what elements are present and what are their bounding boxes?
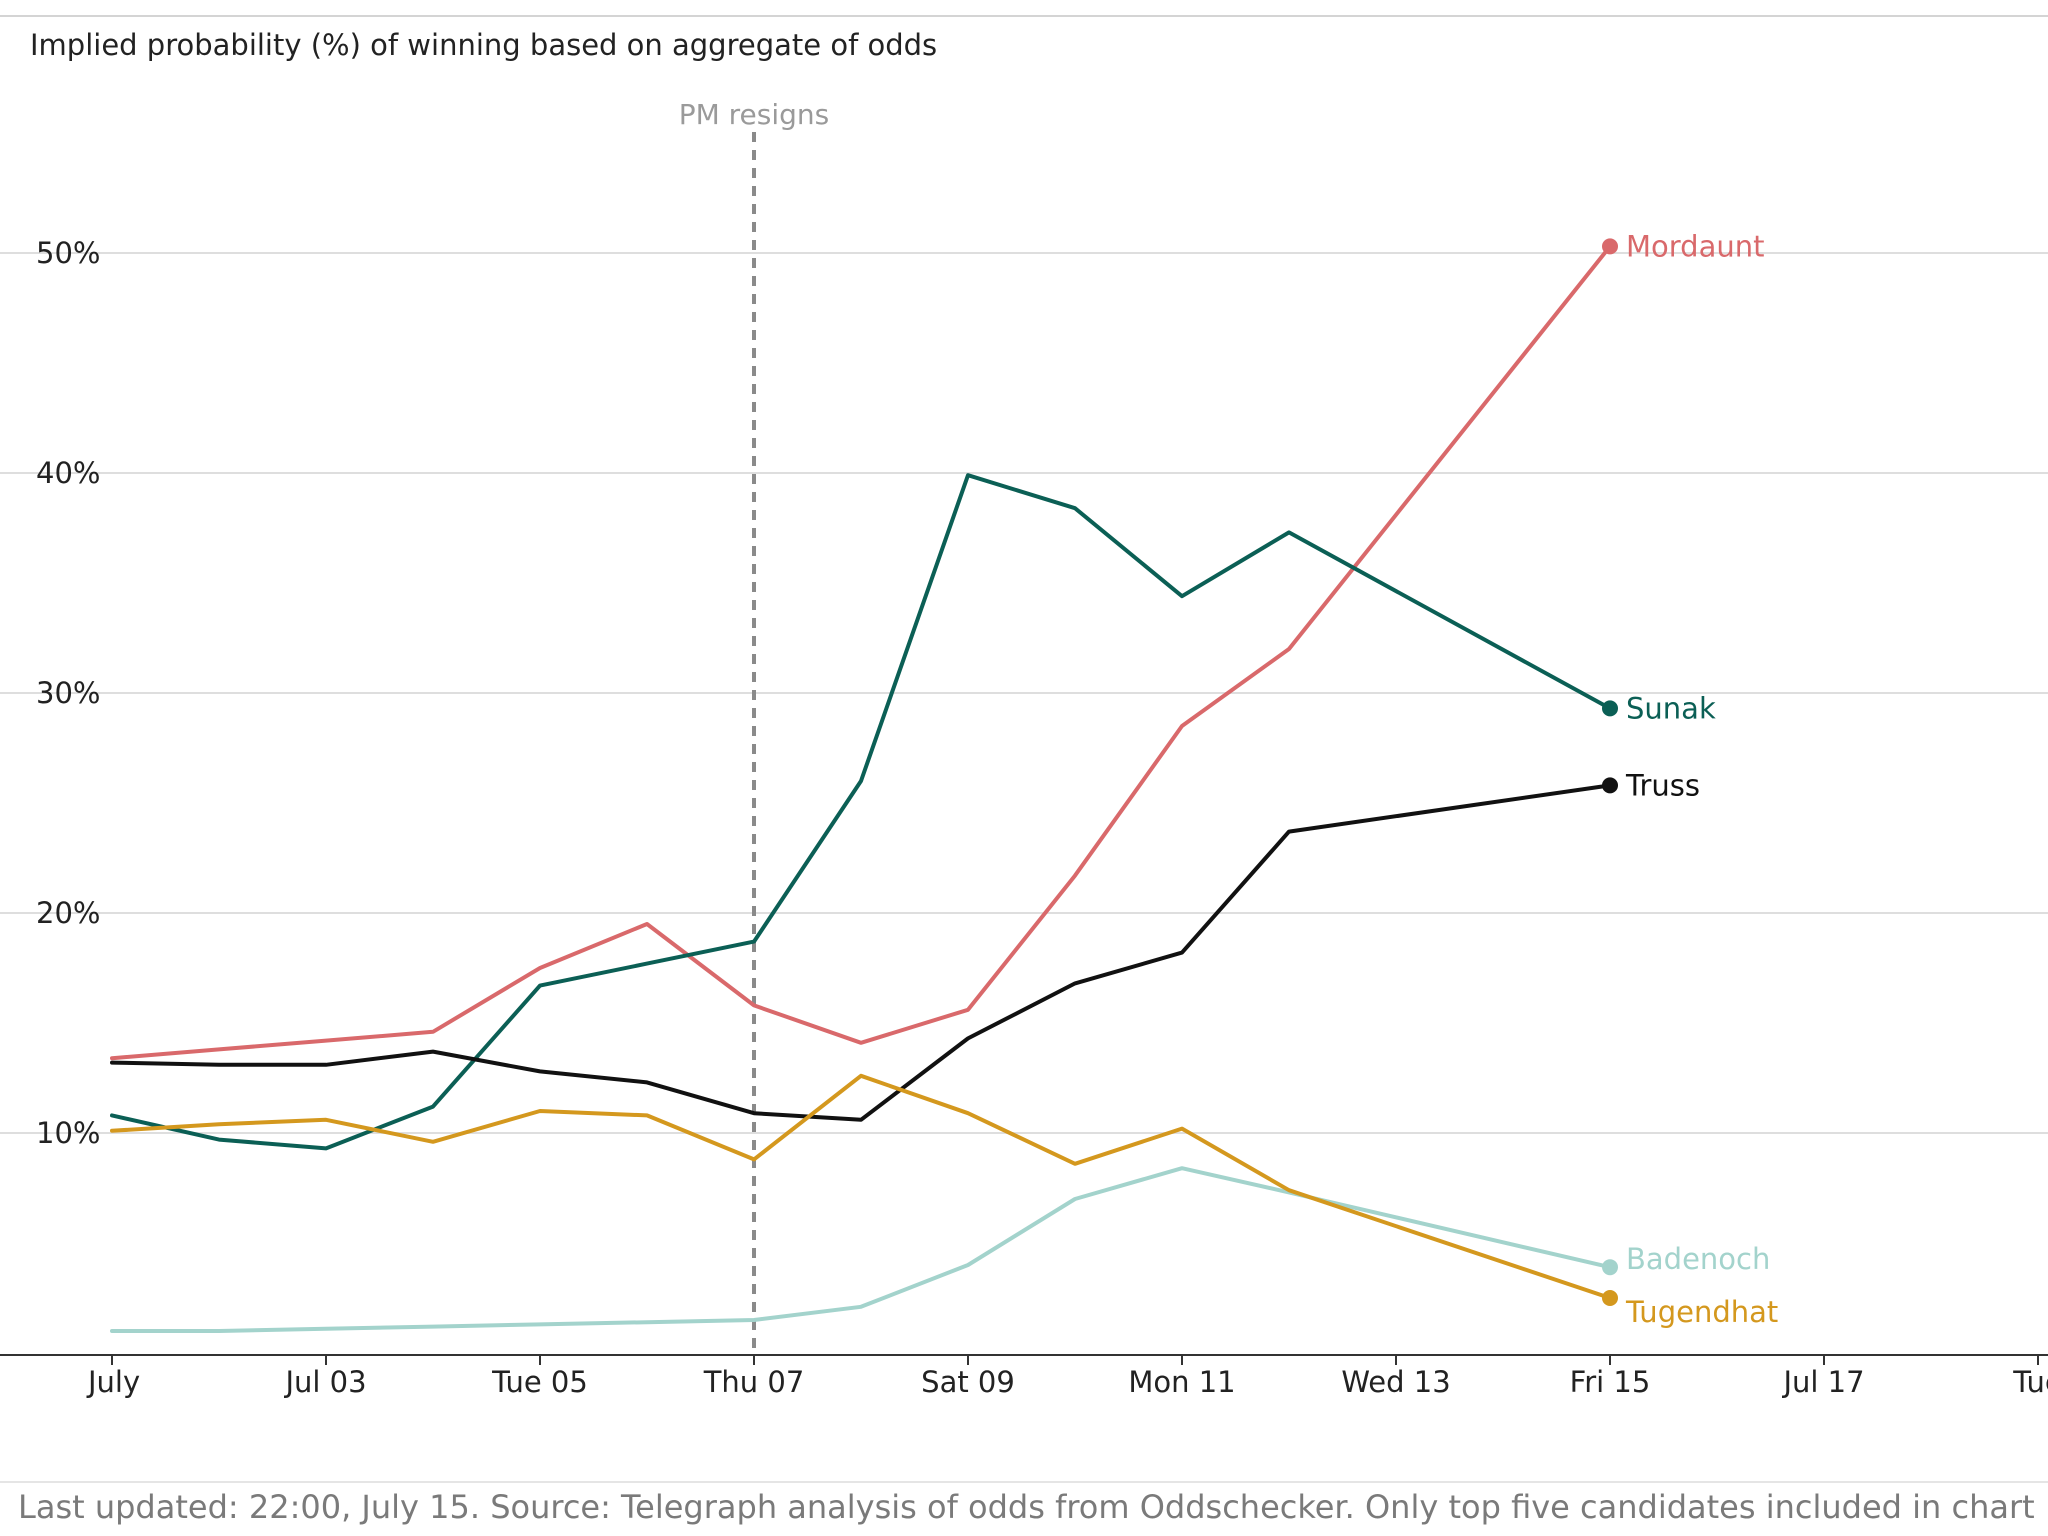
x-tick-label: Mon 11 xyxy=(1128,1365,1235,1399)
x-axis: July Jul 03 Tue 05 Thu 07 Sat 09 Mon 11 Wed 13… xyxy=(0,1354,2048,1399)
x-tick-label: Thu 07 xyxy=(703,1365,805,1399)
gridlines xyxy=(0,252,2048,1134)
series-tugendhat: Tugendhat xyxy=(110,1073,1778,1329)
series-line-badenoch xyxy=(110,1166,1612,1333)
series-label-mordaunt: Mordaunt xyxy=(1626,229,1765,263)
series-lines: Mordaunt Sunak Truss Badenoch Tugendhat xyxy=(110,229,1778,1333)
series-line-sunak xyxy=(110,473,1612,1151)
y-tick-label: 50% xyxy=(36,236,100,270)
y-axis: 10% 20% 30% 40% 50% xyxy=(36,236,100,1150)
series-endpoint-tugendhat xyxy=(1602,1290,1618,1306)
x-tick-label: Jul 17 xyxy=(1781,1365,1864,1399)
x-tick-label: Tue xyxy=(2012,1365,2048,1399)
x-tick-label: Sat 09 xyxy=(921,1365,1015,1399)
series-label-truss: Truss xyxy=(1625,768,1700,802)
series-endpoint-truss xyxy=(1602,777,1618,794)
chart-title: Implied probability (%) of winning based… xyxy=(30,28,937,62)
y-tick-label: 40% xyxy=(36,456,100,490)
series-badenoch: Badenoch xyxy=(110,1166,1770,1333)
x-tick-label: Jul 03 xyxy=(283,1365,366,1399)
series-truss: Truss xyxy=(110,768,1700,1122)
x-tick-label: Tue 05 xyxy=(491,1365,588,1399)
series-label-badenoch: Badenoch xyxy=(1626,1242,1770,1276)
series-line-truss xyxy=(110,783,1612,1122)
annotations: PM resigns xyxy=(679,98,830,1355)
series-endpoint-sunak xyxy=(1602,700,1618,717)
y-tick-label: 20% xyxy=(36,896,100,930)
y-tick-label: 30% xyxy=(36,676,100,710)
series-line-mordaunt xyxy=(110,244,1612,1061)
series-endpoint-badenoch xyxy=(1602,1259,1618,1276)
x-tick-label: Wed 13 xyxy=(1341,1365,1450,1399)
series-label-tugendhat: Tugendhat xyxy=(1625,1295,1778,1329)
series-line-tugendhat xyxy=(110,1073,1612,1300)
series-label-sunak: Sunak xyxy=(1626,691,1716,725)
series-sunak: Sunak xyxy=(110,473,1716,1151)
y-tick-label: 10% xyxy=(36,1116,100,1150)
footnote: Last updated: 22:00, July 15. Source: Te… xyxy=(18,1488,2035,1526)
x-tick-label: Fri 15 xyxy=(1570,1365,1651,1399)
series-endpoint-mordaunt xyxy=(1602,238,1618,255)
x-tick-label: July xyxy=(86,1365,140,1399)
series-mordaunt: Mordaunt xyxy=(110,229,1765,1061)
annotation-label: PM resigns xyxy=(679,98,830,131)
